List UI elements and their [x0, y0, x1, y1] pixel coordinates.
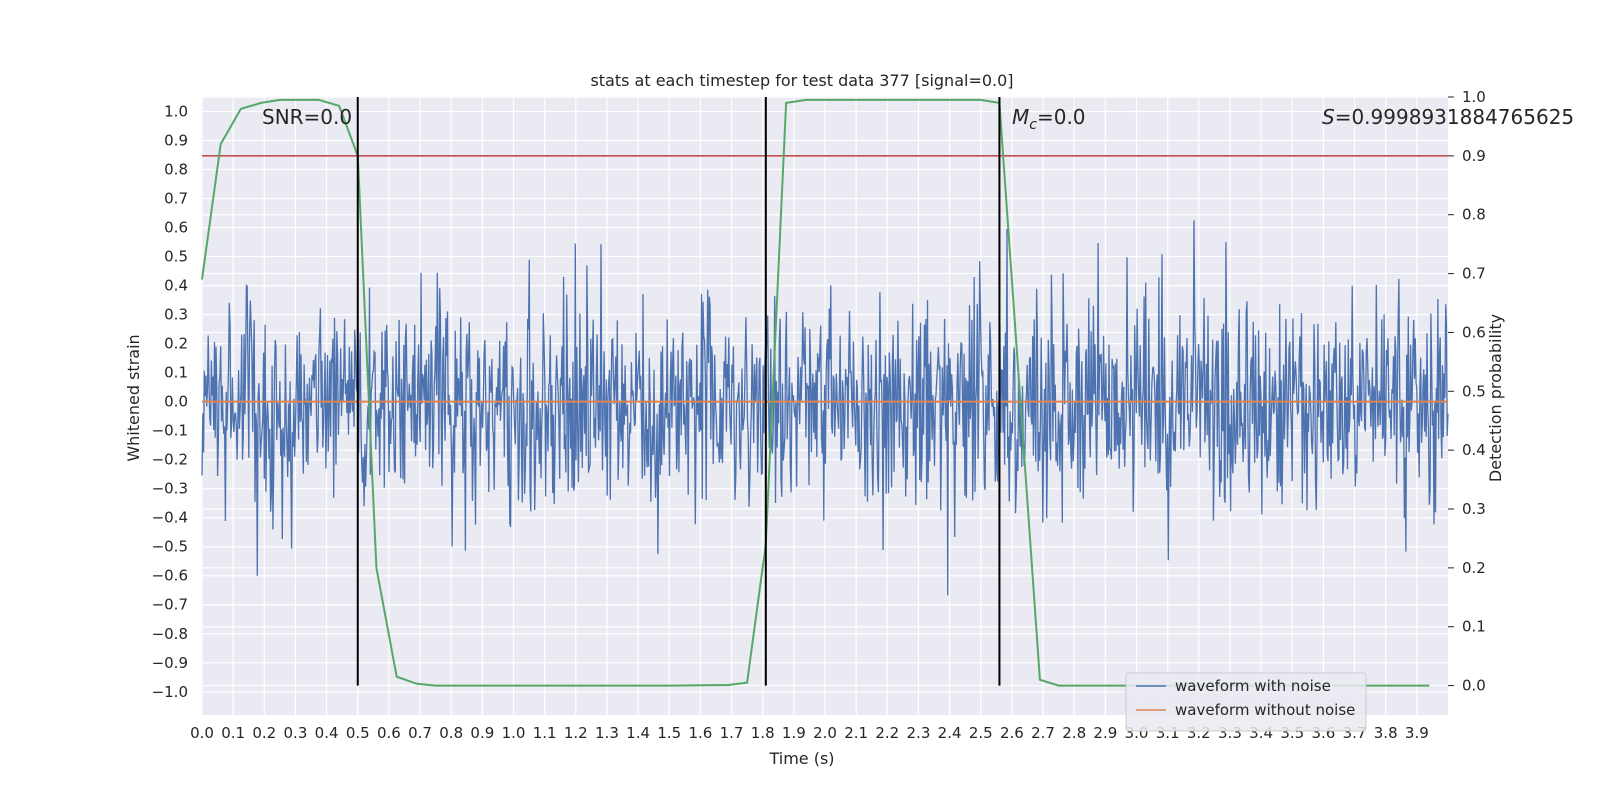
y-tick-label: −1.0 [152, 683, 188, 701]
chart-title: stats at each timestep for test data 377… [590, 71, 1013, 90]
x-tick-label: 0.9 [470, 724, 494, 742]
x-tick-label: 0.7 [408, 724, 432, 742]
x-tick-label: 2.9 [1093, 724, 1117, 742]
series-waveform-with-noise [201, 220, 1449, 596]
y2-tick-label: 1.0 [1462, 88, 1486, 106]
y-axis-ticks: 1.0 0.9 0.8 0.7 0.6 0.5 0.4 0.3 0.2 0.1 0.0 −0.1 −0.… [152, 103, 188, 701]
x-tick-label: 0.1 [221, 724, 245, 742]
x-tick-label: 1.9 [782, 724, 806, 742]
x-tick-label: 1.3 [595, 724, 619, 742]
legend-label-waveform-without-noise: waveform without noise [1175, 701, 1355, 719]
y2-tick-label: 0.6 [1462, 323, 1486, 341]
x-tick-label: 1.4 [626, 724, 650, 742]
mc-symbol: M [1012, 105, 1029, 129]
legend-label-waveform-with-noise: waveform with noise [1175, 677, 1331, 695]
y-tick-label: −0.6 [152, 567, 188, 585]
y-tick-label: 0.5 [164, 248, 188, 266]
y2-tick-label: 0.0 [1462, 677, 1486, 695]
x-tick-label: 1.0 [502, 724, 526, 742]
x-tick-label: 2.0 [813, 724, 837, 742]
x-tick-label: 1.2 [564, 724, 588, 742]
noise-line [201, 220, 1449, 596]
x-tick-label: 1.1 [533, 724, 557, 742]
x-tick-label: 0.8 [439, 724, 463, 742]
s-value: =0.9998931884765625 [1335, 105, 1574, 129]
y-tick-label: −0.1 [152, 422, 188, 440]
x-tick-label: 0.3 [284, 724, 308, 742]
y2-tick-label: 0.1 [1462, 618, 1486, 636]
x-tick-label: 2.1 [844, 724, 868, 742]
x-tick-label: 0.6 [377, 724, 401, 742]
x-tick-label: 1.7 [720, 724, 744, 742]
vertical-markers [356, 97, 1001, 686]
x-tick-label: 2.2 [875, 724, 899, 742]
snr-annotation: SNR=0.0 [262, 105, 352, 129]
x-tick-label: 3.9 [1405, 724, 1429, 742]
x-tick-label: 2.6 [1000, 724, 1024, 742]
x-tick-label: 2.8 [1062, 724, 1086, 742]
y-tick-label: 0.8 [164, 161, 188, 179]
y2-tick-label: 0.4 [1462, 441, 1486, 459]
x-tick-label: 2.7 [1031, 724, 1055, 742]
y-tick-label: −0.9 [152, 654, 188, 672]
y2-axis-label: Detection probability [1486, 314, 1505, 482]
s-symbol: S [1322, 105, 1335, 129]
y-tick-label: 0.4 [164, 277, 188, 295]
x-tick-label: 0.5 [346, 724, 370, 742]
y2-tick-label: 0.7 [1462, 265, 1486, 283]
series-detection-probability [201, 98, 1430, 687]
y-tick-label: 0.6 [164, 219, 188, 237]
y-tick-label: 0.2 [164, 335, 188, 353]
x-tick-label: 2.4 [938, 724, 962, 742]
x-tick-label: 0.4 [315, 724, 339, 742]
y2-tick-label: 0.2 [1462, 559, 1486, 577]
x-axis-label: Time (s) [768, 749, 834, 768]
y-tick-label: 0.7 [164, 190, 188, 208]
y-tick-label: −0.7 [152, 596, 188, 614]
x-tick-label: 3.8 [1374, 724, 1398, 742]
y-tick-label: −0.2 [152, 451, 188, 469]
y-tick-label: 0.1 [164, 364, 188, 382]
mc-value: =0.0 [1037, 105, 1086, 129]
y2-tick-label: 0.3 [1462, 500, 1486, 518]
mc-subscript: c [1029, 117, 1037, 133]
x-tick-label: 2.5 [969, 724, 993, 742]
legend: waveform with noise waveform without noi… [1125, 672, 1367, 732]
y-tick-label: −0.5 [152, 538, 188, 556]
s-annotation: S=0.9998931884765625 [1322, 105, 1574, 129]
x-tick-label: 1.6 [688, 724, 712, 742]
y-tick-label: −0.4 [152, 509, 188, 527]
probability-line [201, 98, 1430, 687]
x-tick-label: 1.5 [657, 724, 681, 742]
y2-axis-ticks: 1.0 0.9 0.8 0.7 0.6 0.5 0.4 0.3 0.2 0.1 0.0 [1448, 88, 1486, 695]
x-tick-label: 2.3 [907, 724, 931, 742]
x-tick-label: 0.2 [252, 724, 276, 742]
y-tick-label: −0.3 [152, 480, 188, 498]
y-tick-label: 0.3 [164, 306, 188, 324]
mc-annotation: Mc=0.0 [1012, 105, 1086, 133]
y2-tick-label: 0.8 [1462, 206, 1486, 224]
x-tick-label: 1.8 [751, 724, 775, 742]
y2-tick-label: 0.5 [1462, 382, 1486, 400]
y-axis-label: Whitened strain [124, 334, 143, 461]
x-tick-label: 0.0 [190, 724, 214, 742]
y2-tick-label: 0.9 [1462, 147, 1486, 165]
y-tick-label: −0.8 [152, 625, 188, 643]
legend-box [1125, 672, 1367, 732]
y-tick-label: 1.0 [164, 103, 188, 121]
y-tick-label: 0.0 [164, 393, 188, 411]
y-tick-label: 0.9 [164, 132, 188, 150]
